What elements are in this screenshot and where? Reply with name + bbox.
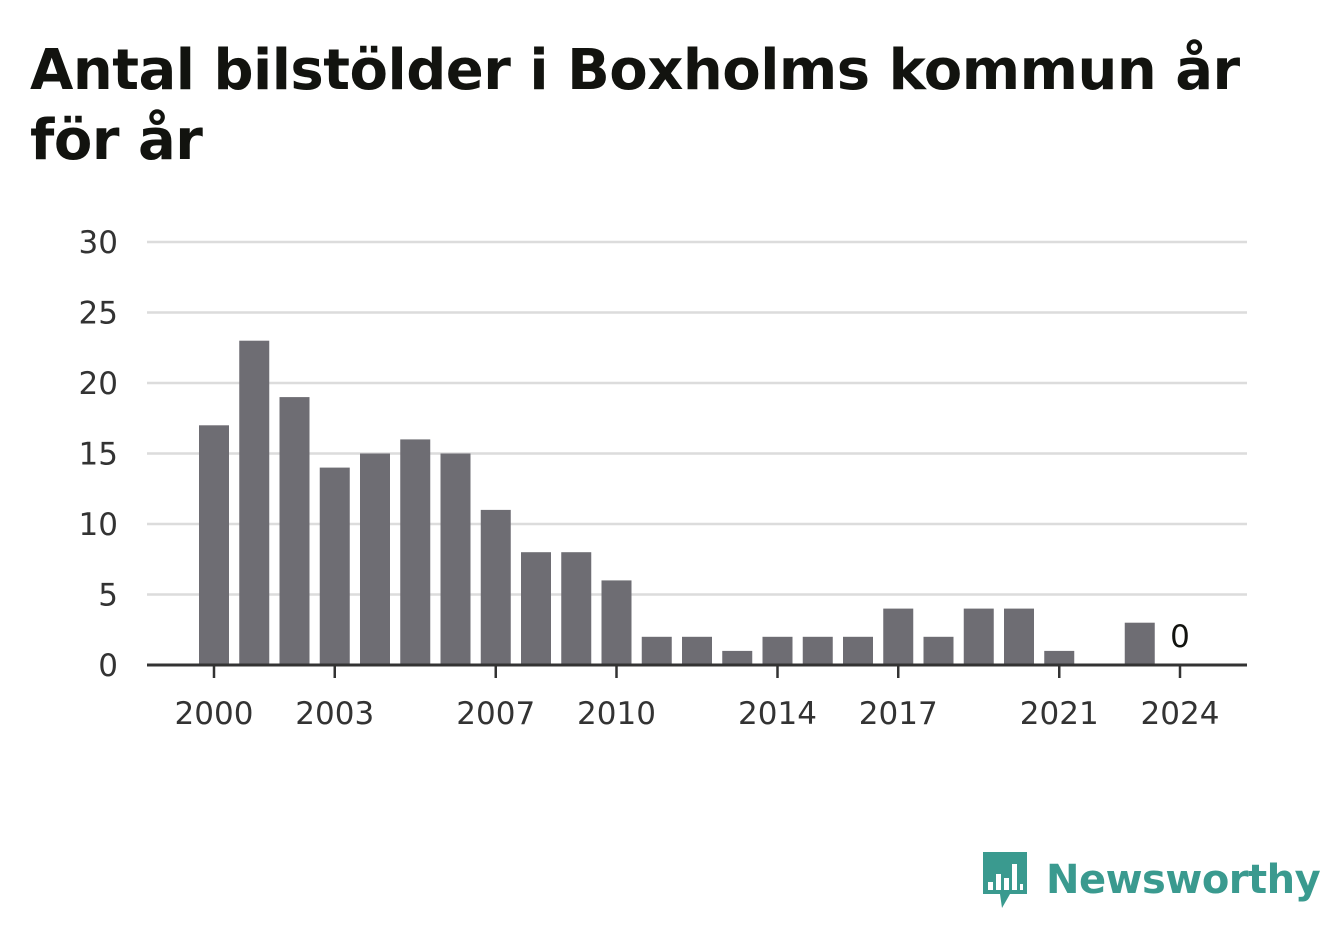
x-tick-label: 2017 bbox=[859, 696, 938, 732]
axes bbox=[147, 663, 1247, 678]
y-tick-label: 0 bbox=[98, 648, 118, 684]
value-label: 0 bbox=[1170, 619, 1190, 655]
x-tick-label: 2003 bbox=[295, 696, 374, 732]
x-tick-label: 2024 bbox=[1141, 696, 1220, 732]
labels: 0 5 10 15 20 25 30 2000 2003 2007 2010 2014 2017 2021… bbox=[79, 225, 1220, 732]
bar-2001 bbox=[239, 340, 270, 665]
y-tick-label: 20 bbox=[79, 366, 118, 402]
bar-2011 bbox=[641, 636, 672, 665]
bar-2017 bbox=[883, 608, 914, 665]
newsworthy-brand: Newsworthy bbox=[980, 850, 1321, 910]
bar-2015 bbox=[802, 636, 833, 665]
bar-2013 bbox=[722, 650, 753, 665]
bar-2021 bbox=[1044, 650, 1075, 665]
bar-2003 bbox=[319, 467, 350, 665]
newsworthy-bar-chart-icon bbox=[983, 852, 1027, 908]
brand-name: Newsworthy bbox=[1046, 857, 1321, 903]
x-tick-label: 2014 bbox=[738, 696, 817, 732]
y-tick-label: 5 bbox=[98, 578, 118, 614]
y-tick-label: 15 bbox=[79, 437, 118, 473]
bar-2018 bbox=[923, 636, 954, 665]
bar-2004 bbox=[360, 453, 390, 665]
bar-2012 bbox=[682, 636, 712, 665]
bar-2005 bbox=[400, 439, 431, 665]
bars bbox=[199, 340, 1155, 665]
bar-2020 bbox=[1004, 608, 1034, 665]
bar-2006 bbox=[440, 453, 471, 665]
bar-2010 bbox=[601, 580, 632, 665]
x-tick-label: 2021 bbox=[1020, 696, 1099, 732]
x-tick-label: 2007 bbox=[456, 696, 535, 732]
bar-2023 bbox=[1124, 622, 1155, 665]
y-tick-label: 25 bbox=[79, 296, 118, 332]
bar-2019 bbox=[963, 608, 994, 665]
y-tick-label: 30 bbox=[79, 225, 118, 261]
bar-2007 bbox=[480, 509, 511, 665]
y-tick-label: 10 bbox=[79, 507, 118, 543]
x-tick-label: 2000 bbox=[175, 696, 254, 732]
bar-2000 bbox=[199, 425, 229, 665]
x-tick-label: 2010 bbox=[577, 696, 656, 732]
bar-2009 bbox=[561, 552, 592, 665]
grid-lines bbox=[147, 240, 1247, 596]
bar-2002 bbox=[279, 397, 310, 665]
bar-2014 bbox=[762, 636, 793, 665]
chart-title: Antal bilstölder i Boxholms kommun år fö… bbox=[30, 38, 1240, 173]
bar-2016 bbox=[843, 636, 873, 665]
bar-2008 bbox=[521, 552, 551, 665]
